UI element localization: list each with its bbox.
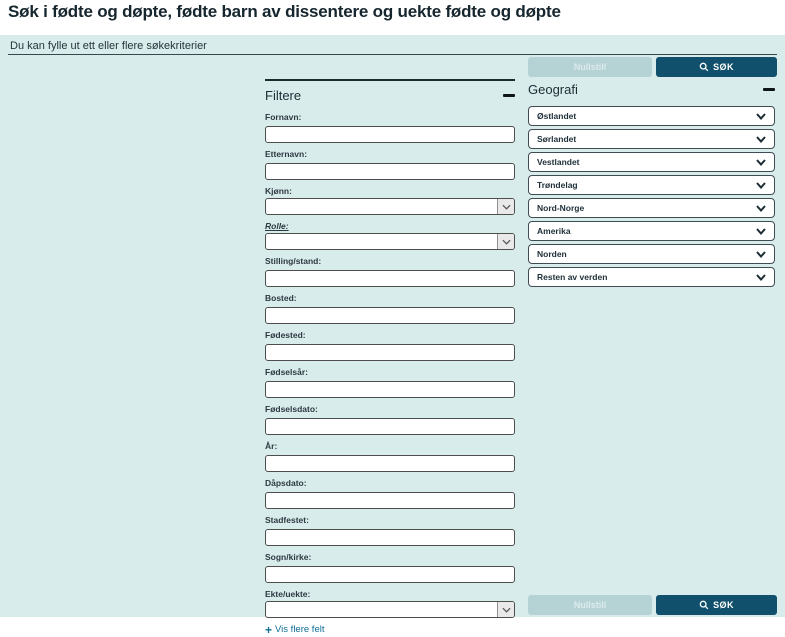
field-label: Etternavn: [265,149,308,159]
field-row: Rolle: [265,221,515,250]
field-label: Ekte/uekte: [265,589,311,599]
search-button[interactable]: SØK [656,57,777,77]
geography-heading: Geografi [528,82,578,97]
geo-region-select[interactable]: Østlandet [528,106,775,126]
top-actions: Nullstill SØK [528,57,777,77]
geo-region-label: Resten av verden [537,272,608,282]
geography-list: Østlandet Sørlandet Vestlandet Trøndelag Nor… [528,106,775,287]
chevron-down-icon [756,176,766,194]
search-panel: Du kan fylle ut ett eller flere søkekrit… [0,35,785,636]
field-row: Sogn/kirke: [265,552,515,583]
page-title: Søk i fødte og døpte, fødte barn av diss… [8,2,561,21]
field-input[interactable] [265,344,515,361]
filter-fields: Fornavn: Etternavn: Kjønn: Rolle: Stilling/s… [265,112,515,618]
field-label: År: [265,441,278,451]
geo-region-label: Vestlandet [537,157,580,167]
field-input[interactable] [265,529,515,546]
bottom-actions: Nullstill SØK [528,595,777,615]
geo-region-label: Trøndelag [537,180,578,190]
geo-region-select[interactable]: Nord-Norge [528,198,775,218]
field-input[interactable] [265,566,515,583]
select-value [266,199,497,214]
field-select[interactable] [265,198,515,215]
chevron-down-icon [497,234,514,249]
reset-button[interactable]: Nullstill [528,57,652,77]
filters-header: Filtere [265,79,515,103]
field-select[interactable] [265,233,515,250]
collapse-minus-icon[interactable] [503,94,515,97]
reset-button[interactable]: Nullstill [528,595,652,615]
field-input[interactable] [265,418,515,435]
field-label: Fornavn: [265,112,302,122]
chevron-down-icon [756,153,766,171]
field-select[interactable] [265,601,515,618]
chevron-down-icon [756,130,766,148]
field-row: Dåpsdato: [265,478,515,509]
divider [8,54,777,55]
field-label: Kjønn: [265,186,292,196]
search-icon [699,62,709,72]
field-label: Sogn/kirke: [265,552,312,562]
select-value [266,234,497,249]
field-input[interactable] [265,455,515,472]
field-row: Etternavn: [265,149,515,180]
geo-region-label: Norden [537,249,567,259]
search-button-label: SØK [713,62,734,72]
chevron-down-icon [756,107,766,125]
field-label: Stadfestet: [265,515,309,525]
chevron-down-icon [497,602,514,617]
show-more-fields-label: Vis flere felt [275,624,325,635]
geo-region-select[interactable]: Vestlandet [528,152,775,172]
field-label: Bosted: [265,293,297,303]
field-input[interactable] [265,307,515,324]
geo-region-label: Østlandet [537,111,577,121]
geo-region-select[interactable]: Resten av verden [528,267,775,287]
search-icon [699,600,709,610]
field-input[interactable] [265,163,515,180]
geo-region-select[interactable]: Sørlandet [528,129,775,149]
geo-region-select[interactable]: Norden [528,244,775,264]
field-label: Stilling/stand: [265,256,322,266]
geography-section: Geografi Østlandet Sørlandet Vestlandet Trø… [528,82,775,290]
geo-region-label: Sørlandet [537,134,577,144]
geo-region-label: Nord-Norge [537,203,585,213]
field-row: Stadfestet: [265,515,515,546]
search-button-label: SØK [713,600,734,610]
filters-section: Filtere Fornavn: Etternavn: Kjønn: Rolle: St… [265,79,515,637]
hint-text: Du kan fylle ut ett eller flere søkekrit… [10,40,207,52]
field-row: Kjønn: [265,186,515,215]
chevron-down-icon [756,245,766,263]
chevron-down-icon [756,268,766,286]
field-row: Stilling/stand: [265,256,515,287]
collapse-minus-icon[interactable] [763,88,775,91]
field-row: Fornavn: [265,112,515,143]
filters-heading: Filtere [265,88,302,103]
field-row: Fødselsår: [265,367,515,398]
chevron-down-icon [756,222,766,240]
field-input[interactable] [265,492,515,509]
field-label: Dåpsdato: [265,478,307,488]
select-value [266,602,497,617]
field-label-link[interactable]: Rolle: [265,221,289,231]
field-input[interactable] [265,381,515,398]
field-label: Fødested: [265,330,306,340]
field-row: Fødested: [265,330,515,361]
chevron-down-icon [497,199,514,214]
chevron-down-icon [756,199,766,217]
search-button[interactable]: SØK [656,595,777,615]
field-row: År: [265,441,515,472]
field-row: Ekte/uekte: [265,589,515,618]
field-input[interactable] [265,270,515,287]
field-label: Fødselsdato: [265,404,318,414]
geography-header: Geografi [528,82,775,97]
field-input[interactable] [265,126,515,143]
field-row: Bosted: [265,293,515,324]
show-more-fields-link[interactable]: + Vis flere felt [265,622,515,637]
geo-region-select[interactable]: Amerika [528,221,775,241]
geo-region-select[interactable]: Trøndelag [528,175,775,195]
plus-icon: + [265,622,273,637]
geo-region-label: Amerika [537,226,571,236]
field-row: Fødselsdato: [265,404,515,435]
field-label: Fødselsår: [265,367,308,377]
